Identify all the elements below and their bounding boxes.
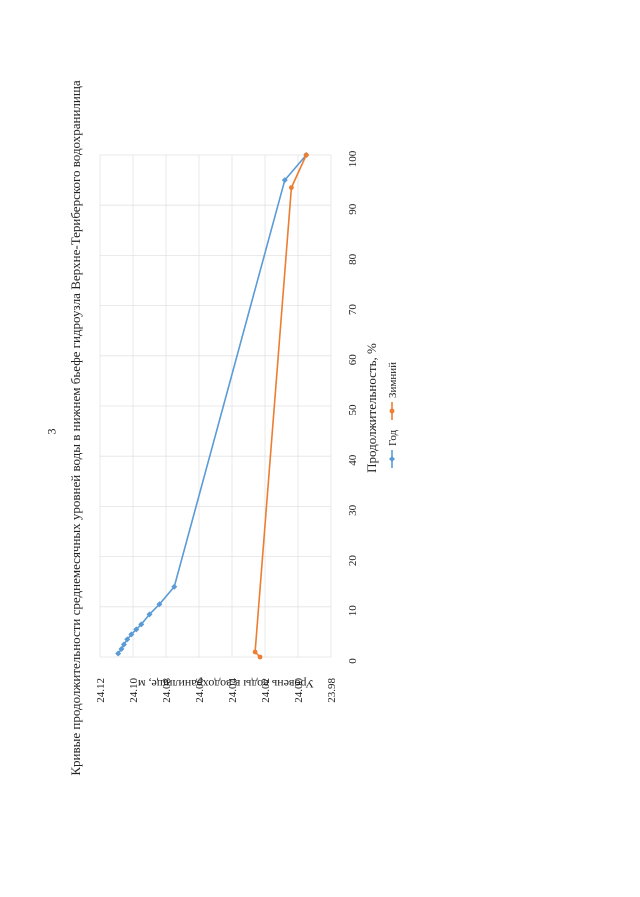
- data-point: [146, 611, 153, 618]
- chart-title: Кривые продолжительности среднемесячных …: [68, 80, 83, 776]
- x-tick-label: 70: [347, 304, 359, 316]
- legend-label: Год: [387, 429, 399, 446]
- y-axis-label: Уровень воды в водохранилище, м: [137, 677, 314, 691]
- y-tick-label: 24.02: [260, 678, 272, 703]
- y-tick-label: 24.08: [161, 678, 173, 703]
- data-point: [257, 654, 263, 660]
- data-point: [124, 636, 131, 643]
- data-point: [281, 177, 288, 184]
- y-tick-label: 24.06: [194, 678, 206, 703]
- y-tick-label: 24.00: [293, 678, 305, 703]
- x-tick-label: 90: [347, 203, 359, 215]
- legend-marker: [389, 456, 395, 462]
- x-tick-label: 100: [347, 150, 359, 167]
- x-tick-label: 80: [347, 253, 359, 265]
- data-point: [120, 641, 127, 648]
- x-tick-label: 60: [347, 354, 359, 366]
- x-tick-label: 20: [347, 555, 359, 567]
- x-tick-label: 50: [347, 404, 359, 416]
- grid-layer: [99, 154, 332, 658]
- data-point: [289, 185, 294, 191]
- x-tick-label: 30: [347, 504, 359, 516]
- x-axis-label: Продолжительность, %: [364, 343, 379, 473]
- data-point: [118, 645, 125, 652]
- data-point: [133, 626, 140, 633]
- data-point: [252, 649, 258, 655]
- data-point: [138, 621, 145, 628]
- data-point: [128, 631, 135, 638]
- label-layer: Кривые продолжительности среднемесячных …: [68, 80, 379, 776]
- y-tick-label: 23.98: [326, 678, 338, 703]
- y-tick-label: 24.12: [95, 678, 107, 703]
- series-line-2: [254, 154, 307, 658]
- legend: Год Зимний: [387, 362, 399, 468]
- y-tick-label: 24.10: [128, 678, 140, 703]
- x-tick-label: 40: [347, 454, 359, 466]
- y-tick-label: 24.04: [227, 678, 239, 703]
- data-point: [171, 583, 178, 590]
- axis-layer: 0 10 20 30 40 50 60 70 80 90 100 23.98 24.00 24.02 24.…: [95, 150, 359, 703]
- data-point: [115, 650, 122, 657]
- series-line-1: [117, 154, 307, 654]
- series-layer: [115, 152, 310, 660]
- data-point: [156, 601, 163, 608]
- x-tick-label: 10: [347, 605, 359, 617]
- data-point: [303, 152, 309, 158]
- legend-marker: [389, 408, 395, 414]
- legend-label: Зимний: [387, 362, 399, 398]
- x-tick-label: 0: [347, 658, 359, 664]
